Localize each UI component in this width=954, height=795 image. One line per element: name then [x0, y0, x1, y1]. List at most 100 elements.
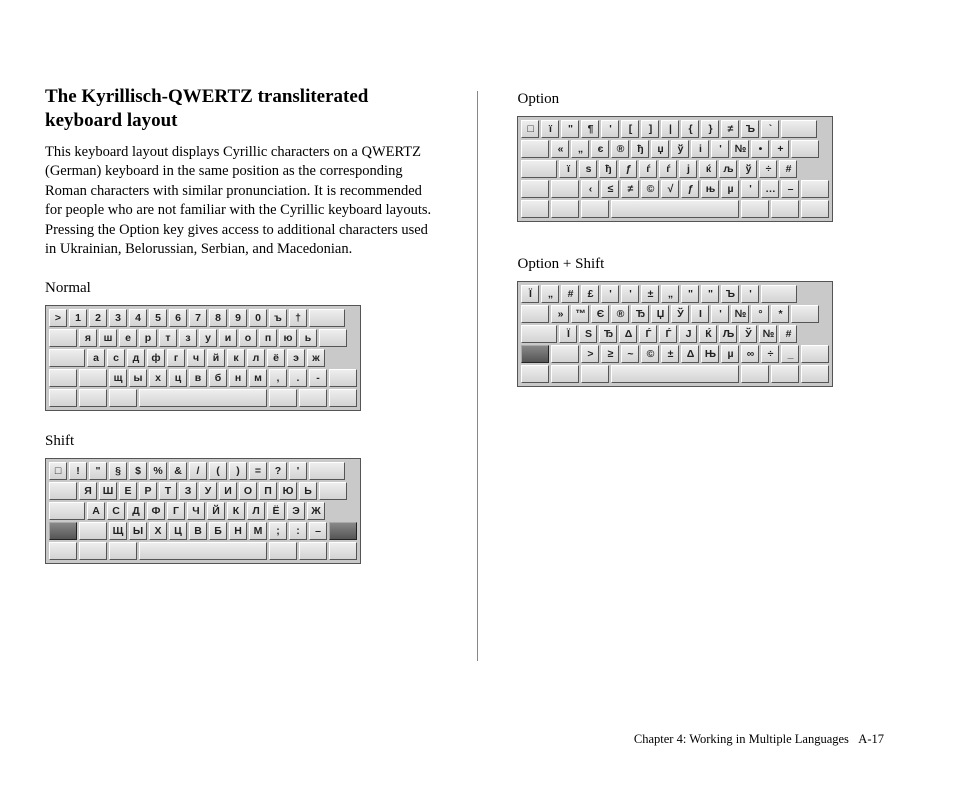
keycap: ѓ	[639, 160, 657, 178]
keycap: Ж	[307, 502, 325, 520]
footer-chapter: Chapter 4: Working in Multiple Languages	[634, 732, 849, 746]
keycap: Ќ	[699, 325, 717, 343]
keycap: Ъ	[741, 120, 759, 138]
keycap: И	[219, 482, 237, 500]
keycap: #	[779, 160, 797, 178]
keycap: Є	[591, 305, 609, 323]
keycap	[741, 365, 769, 383]
right-column: Option □ї"¶'[]|{}≠Ъ`«„є®ђџўі'№•+їѕђƒѓѓјќ…	[517, 85, 909, 661]
keycap: ь	[299, 329, 317, 347]
keycap: "	[89, 462, 107, 480]
keycap: ™	[571, 305, 589, 323]
keycap: Ў	[739, 325, 757, 343]
keycap	[771, 365, 799, 383]
keycap: ў	[739, 160, 757, 178]
keyboard-row: >≥~©±ΔЊµ∞÷_	[520, 344, 830, 364]
keyboard-row: ЩЫХЦВБНМ;:–	[48, 521, 358, 541]
keycap: 6	[169, 309, 187, 327]
keycap	[269, 389, 297, 407]
keycap	[801, 180, 829, 198]
keycap	[269, 542, 297, 560]
keycap: 5	[149, 309, 167, 327]
keycap: у	[199, 329, 217, 347]
keycap: щ	[109, 369, 127, 387]
keycap: >	[49, 309, 67, 327]
keycap	[49, 349, 85, 367]
keycap: '	[601, 120, 619, 138]
keycap: (	[209, 462, 227, 480]
keycap: '	[601, 285, 619, 303]
keycap	[79, 522, 107, 540]
keycap: ©	[641, 180, 659, 198]
keycap	[109, 389, 137, 407]
keycap: Ђ	[599, 325, 617, 343]
keycap	[49, 389, 77, 407]
keycap: Ц	[169, 522, 187, 540]
keycap	[49, 369, 77, 387]
keycap	[521, 365, 549, 383]
keycap	[551, 365, 579, 383]
keycap: „	[571, 140, 589, 158]
keycap	[329, 369, 357, 387]
keycap: ї	[559, 160, 577, 178]
keycap: 3	[109, 309, 127, 327]
keycap	[79, 389, 107, 407]
keycap	[521, 180, 549, 198]
keycap: ю	[279, 329, 297, 347]
keycap: "	[681, 285, 699, 303]
keycap: Δ	[619, 325, 637, 343]
keycap: І	[691, 305, 709, 323]
keycap: С	[107, 502, 125, 520]
keycap: )	[229, 462, 247, 480]
keycap: У	[199, 482, 217, 500]
keycap	[521, 325, 557, 343]
keycap: Ь	[299, 482, 317, 500]
keycap: ї	[541, 120, 559, 138]
keycap: Δ	[681, 345, 699, 363]
keycap: '	[711, 305, 729, 323]
keycap: д	[127, 349, 145, 367]
keycap: ч	[187, 349, 205, 367]
keycap: Э	[287, 502, 305, 520]
keycap: &	[169, 462, 187, 480]
keycap: Ф	[147, 502, 165, 520]
keycap: љ	[719, 160, 737, 178]
keycap: ц	[169, 369, 187, 387]
keycap: =	[249, 462, 267, 480]
keycap	[551, 180, 579, 198]
keycap: µ	[721, 180, 739, 198]
keycap: %	[149, 462, 167, 480]
keycap: 4	[129, 309, 147, 327]
keycap: ‹	[581, 180, 599, 198]
keycap: №	[759, 325, 777, 343]
keycap: ђ	[631, 140, 649, 158]
keyboard-row: АСДФГЧЙКЛЁЭЖ	[48, 501, 358, 521]
label-normal: Normal	[45, 280, 437, 297]
keycap: †	[289, 309, 307, 327]
keycap: √	[661, 180, 679, 198]
keycap: '	[711, 140, 729, 158]
keycap: Ѕ	[579, 325, 597, 343]
keyboard-row: їѕђƒѓѓјќљў÷#	[520, 159, 830, 179]
keycap: ÷	[761, 345, 779, 363]
section-heading: The Kyrillisch-QWERTZ transliterated key…	[45, 85, 437, 133]
keycap: !	[69, 462, 87, 480]
keycap: ѕ	[579, 160, 597, 178]
keycap: *	[771, 305, 789, 323]
keycap: '	[289, 462, 307, 480]
keycap	[771, 200, 799, 218]
keycap	[309, 462, 345, 480]
keyboard-row-space	[48, 541, 358, 561]
keycap: □	[521, 120, 539, 138]
keycap	[521, 140, 549, 158]
keycap: ё	[267, 349, 285, 367]
keycap: .	[289, 369, 307, 387]
keycap: Н	[229, 522, 247, 540]
keycap: я	[79, 329, 97, 347]
keycap	[109, 542, 137, 560]
keycap: Ј	[679, 325, 697, 343]
keycap: Ї	[521, 285, 539, 303]
keycap	[299, 389, 327, 407]
page-columns: The Kyrillisch-QWERTZ transliterated key…	[0, 0, 954, 691]
keycap: м	[249, 369, 267, 387]
